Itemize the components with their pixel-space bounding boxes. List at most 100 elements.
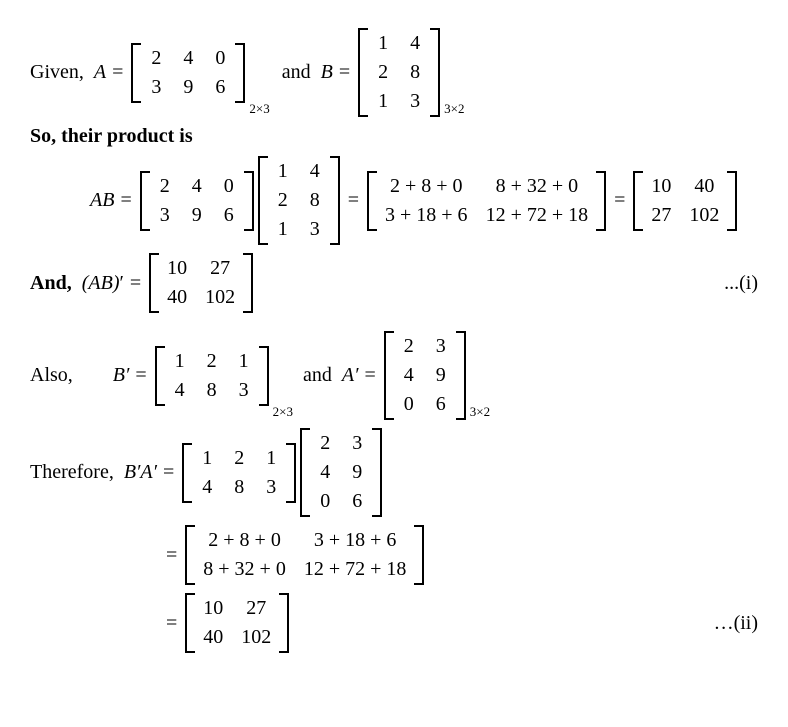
matrix-cell: 2 (158, 175, 172, 198)
line-ab: AB = 240396 142813 = 2 + 8 + 08 + 32 + 0… (90, 156, 758, 245)
eq-6: = (130, 272, 141, 295)
matrix-cell: 8 (408, 61, 422, 84)
matrix-cell: 2 (205, 350, 219, 373)
matrix-cell: 9 (181, 76, 195, 99)
matrix-cell: 8 (308, 189, 322, 212)
eq-4: = (348, 189, 359, 212)
matrix-cell: 0 (402, 393, 416, 416)
matrix-cell: 6 (350, 490, 364, 513)
eq-10: = (166, 544, 177, 567)
matrix-cell: 1 (276, 218, 290, 241)
and2-label: And, (30, 272, 72, 295)
matrix-cell: 102 (241, 626, 271, 649)
matrix-cell: 3 (149, 76, 163, 99)
matrix-cell: 6 (434, 393, 448, 416)
matrix-cell: 4 (318, 461, 332, 484)
matrix-cell: 6 (213, 76, 227, 99)
matrix-cell: 10 (651, 175, 671, 198)
dim-bp: 2×3 (273, 404, 293, 420)
eq-2: = (339, 61, 350, 84)
matrix-cell: 3 (158, 204, 172, 227)
matrix-cell: 2 (232, 447, 246, 470)
matrix-cell: 4 (200, 476, 214, 499)
matrix-cell: 3 + 18 + 6 (385, 204, 468, 227)
matrix-cell: 1 (264, 447, 278, 470)
matrix-cell: 4 (308, 160, 322, 183)
matrix-cell: 2 + 8 + 0 (203, 529, 286, 552)
matrix-cell: 4 (173, 379, 187, 402)
line-abp: And, (AB)′ = 10 27 40 102 ...(i) (30, 253, 758, 313)
matrix-cell: 40 (167, 286, 187, 309)
matrix-cell: 8 (232, 476, 246, 499)
matrix-cell: 0 (318, 490, 332, 513)
line-bpap-mid: = 2 + 8 + 03 + 18 + 68 + 32 + 012 + 72 +… (160, 525, 758, 585)
line-given: Given, A = 240396 2×3 and B = 142813 3×2 (30, 28, 758, 117)
matrix-a-copy: 240396 (140, 171, 254, 231)
matrix-cell: 12 + 72 + 18 (486, 204, 589, 227)
ref-ii: …(ii) (694, 612, 758, 635)
matrix-bp-copy: 121 483 (182, 443, 296, 503)
eq-1: = (112, 61, 123, 84)
matrix-cell: 9 (190, 204, 204, 227)
sym-bp: B′ (113, 364, 130, 387)
line-bpap-res: = 102740102 …(ii) (160, 593, 758, 653)
matrix-bpap-res: 102740102 (185, 593, 289, 653)
eq-7: = (135, 364, 146, 387)
matrix-cell: 8 + 32 + 0 (486, 175, 589, 198)
matrix-ap-copy: 234906 (300, 428, 382, 517)
matrix-cell: 27 (205, 257, 235, 280)
dim-b: 3×2 (444, 101, 464, 117)
sym-abp: (AB)′ (82, 272, 124, 295)
dim-ap: 3×2 (470, 404, 490, 420)
matrix-cell: 102 (205, 286, 235, 309)
matrix-cell: 9 (350, 461, 364, 484)
matrix-cell: 4 (408, 32, 422, 55)
matrix-cell: 40 (203, 626, 223, 649)
ref-i: ...(i) (704, 272, 758, 295)
matrix-cell: 3 (264, 476, 278, 499)
matrix-cell: 10 (167, 257, 187, 280)
given-label: Given, (30, 61, 84, 84)
matrix-cell: 12 + 72 + 18 (304, 558, 407, 581)
eq-11: = (166, 612, 177, 635)
matrix-a: 240 396 (131, 43, 245, 103)
matrix-abp: 10 27 40 102 (149, 253, 253, 313)
matrix-cell: 8 (205, 379, 219, 402)
matrix-cell: 2 + 8 + 0 (385, 175, 468, 198)
matrix-cell: 102 (689, 204, 719, 227)
eq-9: = (163, 461, 174, 484)
matrix-cell: 9 (434, 364, 448, 387)
matrix-cell: 1 (237, 350, 251, 373)
matrix-cell: 40 (689, 175, 719, 198)
matrix-cell: 2 (276, 189, 290, 212)
matrix-cell: 6 (222, 204, 236, 227)
eq-8: = (365, 364, 376, 387)
matrix-cell: 4 (190, 175, 204, 198)
matrix-cell: 1 (376, 90, 390, 113)
sym-ap: A′ (342, 364, 359, 387)
matrix-cell: 0 (213, 47, 227, 70)
matrix-cell: 3 (350, 432, 364, 455)
matrix-cell: 27 (651, 204, 671, 227)
matrix-bp: 121483 (155, 346, 269, 406)
matrix-cell: 2 (149, 47, 163, 70)
matrix-cell: 4 (402, 364, 416, 387)
so-product-label: So, their product is (30, 125, 193, 148)
matrix-b-copy: 142813 (258, 156, 340, 245)
eq-5: = (614, 189, 625, 212)
line-therefore: Therefore, B′A′ = 121483 234906 (30, 428, 758, 517)
matrix-cell: 4 (181, 47, 195, 70)
matrix-ap: 234906 (384, 331, 466, 420)
sym-ab: AB (90, 189, 114, 212)
matrix-cell: 1 (276, 160, 290, 183)
matrix-cell: 1 (200, 447, 214, 470)
matrix-b: 142813 (358, 28, 440, 117)
and-label: and (282, 61, 311, 84)
therefore-label: Therefore, (30, 461, 114, 484)
matrix-bpap-mid: 2 + 8 + 03 + 18 + 68 + 32 + 012 + 72 + 1… (185, 525, 424, 585)
dim-a: 2×3 (249, 101, 269, 117)
matrix-cell: 8 + 32 + 0 (203, 558, 286, 581)
matrix-cell: 2 (402, 335, 416, 358)
also-label: Also, (30, 364, 73, 387)
matrix-cell: 2 (318, 432, 332, 455)
